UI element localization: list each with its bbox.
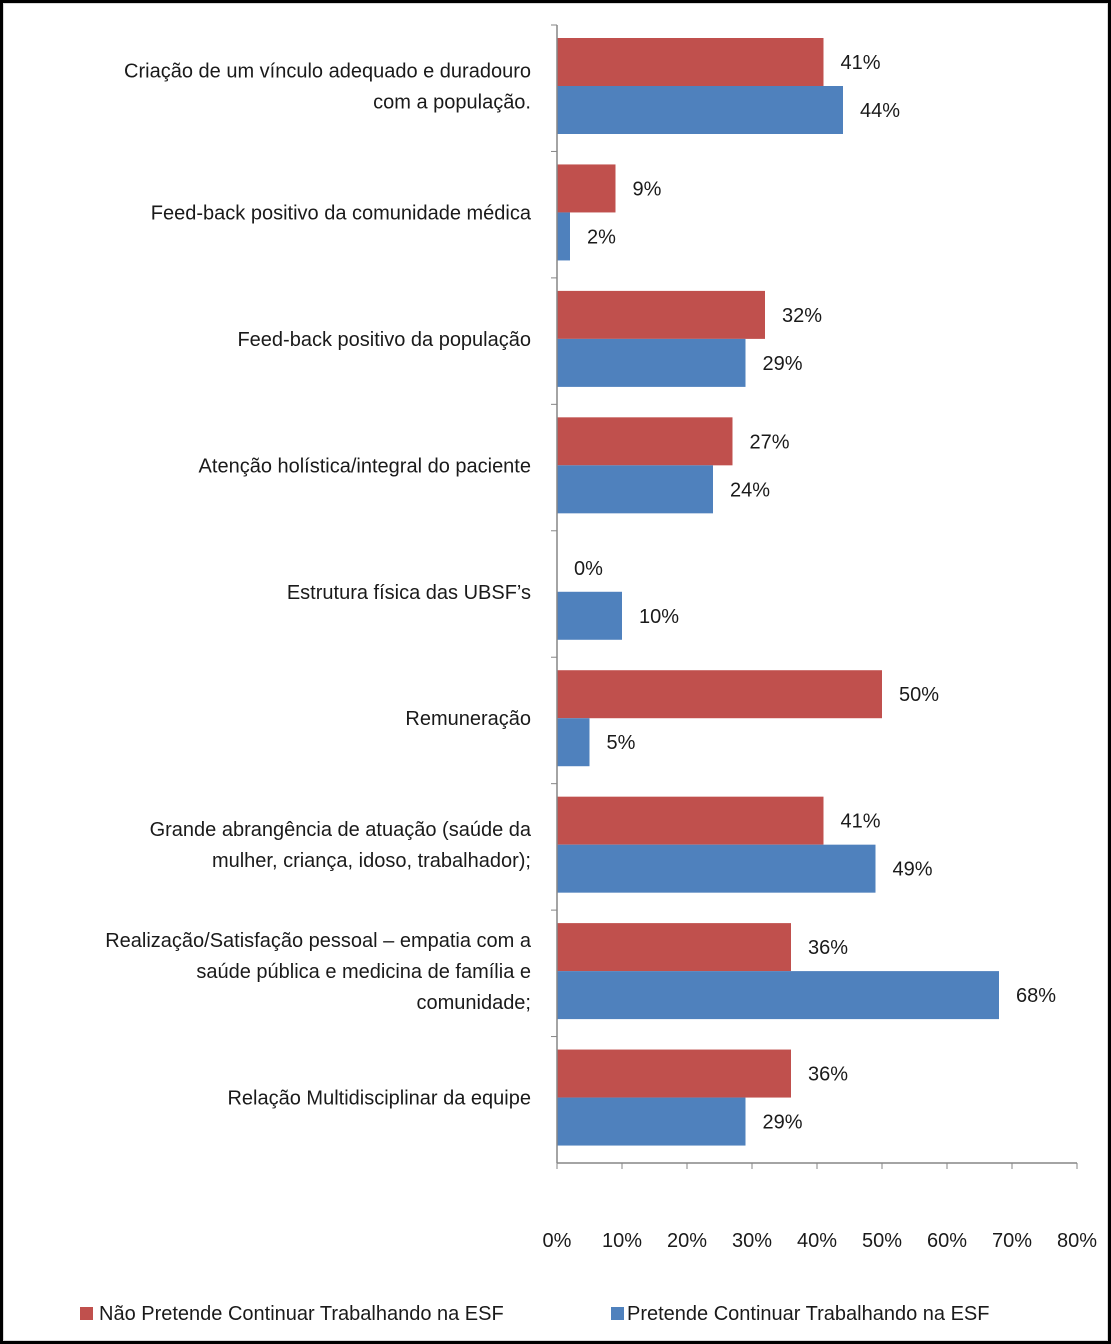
bars-layer xyxy=(557,38,999,1146)
data-label-pretende-9: 29% xyxy=(763,1112,803,1134)
bar-pretende-5 xyxy=(557,591,622,640)
category-label-2: Feed-back positivo da comunidade médica xyxy=(151,202,532,224)
data-label-nao-pretende-3: 32% xyxy=(782,305,822,327)
bar-pretende-2 xyxy=(557,212,570,261)
bar-nao-pretende-9 xyxy=(557,1049,791,1098)
data-label-nao-pretende-5: 0% xyxy=(574,558,603,580)
data-label-pretende-5: 10% xyxy=(639,606,679,628)
x-tick-label-7: 70% xyxy=(992,1230,1032,1252)
data-label-nao-pretende-8: 36% xyxy=(808,937,848,959)
data-label-pretende-6: 5% xyxy=(607,732,636,754)
bar-pretende-8 xyxy=(557,971,999,1020)
legend-label-nao-pretende: Não Pretende Continuar Trabalhando na ES… xyxy=(99,1303,504,1325)
x-tick-label-5: 50% xyxy=(862,1230,902,1252)
x-tick-label-3: 30% xyxy=(732,1230,772,1252)
labels-layer: 41% 44% Criação de um vínculo adequado e d… xyxy=(105,52,1056,1134)
data-label-nao-pretende-9: 36% xyxy=(808,1064,848,1086)
category-label-8-line-2: saúde pública e medicina de família e xyxy=(196,961,531,983)
category-label-1-line-1: Criação de um vínculo adequado e duradou… xyxy=(124,61,531,83)
bar-nao-pretende-4 xyxy=(557,417,733,466)
x-tick-label-1: 10% xyxy=(602,1230,642,1252)
bar-pretende-1 xyxy=(557,86,843,134)
bar-pretende-7 xyxy=(557,844,876,893)
bar-nao-pretende-7 xyxy=(557,796,824,845)
legend-swatch-nao-pretende xyxy=(80,1307,93,1320)
category-label-6: Remuneração xyxy=(405,708,531,730)
bar-pretende-9 xyxy=(557,1097,746,1146)
legend-label-pretende: Pretende Continuar Trabalhando na ESF xyxy=(627,1303,989,1325)
legend-swatch-pretende xyxy=(611,1307,624,1320)
data-label-pretende-3: 29% xyxy=(763,353,803,375)
data-label-nao-pretende-1: 41% xyxy=(841,52,881,74)
bar-nao-pretende-2 xyxy=(557,164,616,213)
data-label-pretende-2: 2% xyxy=(587,226,616,248)
category-label-8-line-3: comunidade; xyxy=(416,992,531,1014)
data-label-pretende-4: 24% xyxy=(730,479,770,501)
bar-pretende-6 xyxy=(557,718,590,767)
x-tick-label-0: 0% xyxy=(543,1230,572,1252)
data-label-nao-pretende-7: 41% xyxy=(841,811,881,833)
data-label-pretende-7: 49% xyxy=(893,859,933,881)
bar-nao-pretende-3 xyxy=(557,290,765,339)
category-label-8-line-1: Realização/Satisfação pessoal – empatia … xyxy=(105,930,532,952)
category-label-1-line-2: com a população. xyxy=(373,92,531,114)
axes-layer: 0% 10% 20% 30% 40% 50% 60% 70% 80% xyxy=(543,24,1097,1252)
data-label-pretende-8: 68% xyxy=(1016,985,1056,1007)
x-tick-label-4: 40% xyxy=(797,1230,837,1252)
bar-nao-pretende-1 xyxy=(557,38,824,86)
bar-nao-pretende-8 xyxy=(557,923,791,972)
category-label-7-line-1: Grande abrangência de atuação (saúde da xyxy=(150,819,532,841)
data-label-nao-pretende-6: 50% xyxy=(899,684,939,706)
data-label-nao-pretende-4: 27% xyxy=(750,431,790,453)
bar-nao-pretende-6 xyxy=(557,670,882,719)
x-tick-label-8: 80% xyxy=(1057,1230,1097,1252)
data-label-nao-pretende-2: 9% xyxy=(633,178,662,200)
x-tick-label-6: 60% xyxy=(927,1230,967,1252)
legend: Não Pretende Continuar Trabalhando na ES… xyxy=(80,1303,989,1325)
x-tick-label-2: 20% xyxy=(667,1230,707,1252)
bar-pretende-3 xyxy=(557,338,746,387)
category-label-3: Feed-back positivo da população xyxy=(237,329,531,351)
category-label-7-line-2: mulher, criança, idoso, trabalhador); xyxy=(212,850,531,872)
category-label-4: Atenção holística/integral do paciente xyxy=(199,455,531,477)
category-label-5: Estrutura física das UBSF’s xyxy=(287,582,531,604)
data-label-pretende-1: 44% xyxy=(860,100,900,122)
bar-pretende-4 xyxy=(557,465,713,514)
category-label-9: Relação Multidisciplinar da equipe xyxy=(227,1088,531,1110)
